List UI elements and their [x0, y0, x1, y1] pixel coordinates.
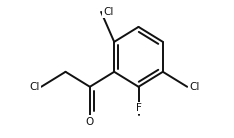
Text: Cl: Cl — [189, 82, 199, 92]
Text: Cl: Cl — [29, 82, 39, 92]
Text: Cl: Cl — [103, 7, 113, 17]
Text: F: F — [135, 103, 142, 113]
Text: O: O — [86, 117, 94, 127]
